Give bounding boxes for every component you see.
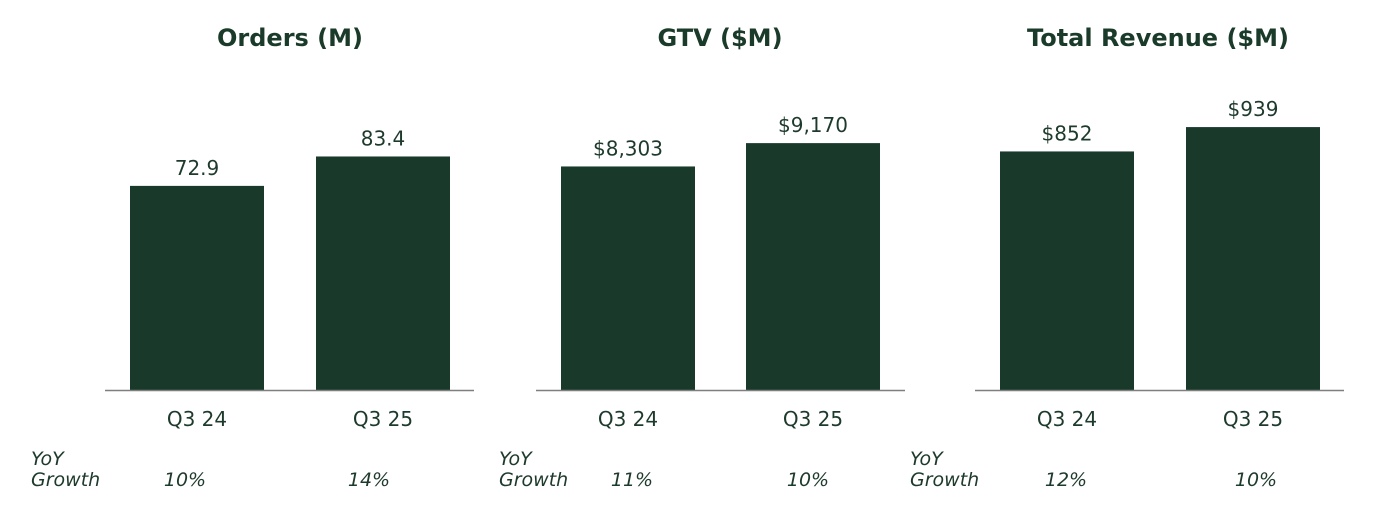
x-tick-label: Q3 25 (353, 407, 413, 431)
yoy-label-line1: YoY (31, 448, 64, 470)
bar (130, 185, 264, 390)
chart-group: $8,303 Q3 24 $9,170 Q3 25 (536, 113, 905, 431)
chart-title: Total Revenue ($M) (1027, 24, 1289, 52)
bar (1000, 151, 1134, 390)
bar (561, 166, 695, 390)
x-tick-label: Q3 25 (1223, 407, 1283, 431)
yoy-value: 10% (163, 469, 207, 491)
yoy-value: 14% (347, 469, 391, 491)
gtv-chart-panel: GTV ($M) (0, 0, 782, 524)
x-tick-label: Q3 25 (783, 407, 843, 431)
yoy-label-line2: Growth (31, 469, 101, 491)
yoy-growth-label: YoY Growth (910, 449, 979, 491)
data-label: $9,170 (778, 113, 848, 137)
yoy-growth-label: YoY Growth (499, 449, 568, 491)
bar (316, 156, 450, 390)
yoy-value: 10% (786, 469, 830, 491)
bar (1186, 127, 1320, 390)
yoy-label-line1: YoY (499, 448, 532, 470)
x-tick-label: Q3 24 (167, 407, 227, 431)
data-label: 83.4 (361, 126, 406, 150)
yoy-label-line2: Growth (910, 469, 980, 491)
chart-title: GTV ($M) (657, 24, 783, 52)
bar (746, 143, 880, 390)
chart-group: $852 Q3 24 $939 Q3 25 (975, 97, 1344, 431)
yoy-label-line1: YoY (910, 448, 943, 470)
x-tick-label: Q3 24 (1037, 407, 1097, 431)
data-label: $939 (1228, 97, 1279, 121)
yoy-value: 12% (1044, 469, 1088, 491)
data-label: $852 (1042, 121, 1093, 145)
chart-group: 72.9 Q3 24 83.4 Q3 25 (105, 126, 474, 431)
yoy-label-line2: Growth (499, 469, 569, 491)
yoy-growth-label: YoY Growth (31, 449, 100, 491)
data-label: 72.9 (175, 156, 220, 180)
revenue-chart-panel: Total Revenue ($M) (0, 0, 1289, 524)
chart-title: Orders (M) (217, 24, 363, 52)
x-tick-label: Q3 24 (598, 407, 658, 431)
yoy-value: 10% (1234, 469, 1278, 491)
orders-chart-panel: Orders (M) (0, 0, 440, 524)
data-label: $8,303 (593, 136, 663, 160)
yoy-value: 11% (610, 469, 654, 491)
